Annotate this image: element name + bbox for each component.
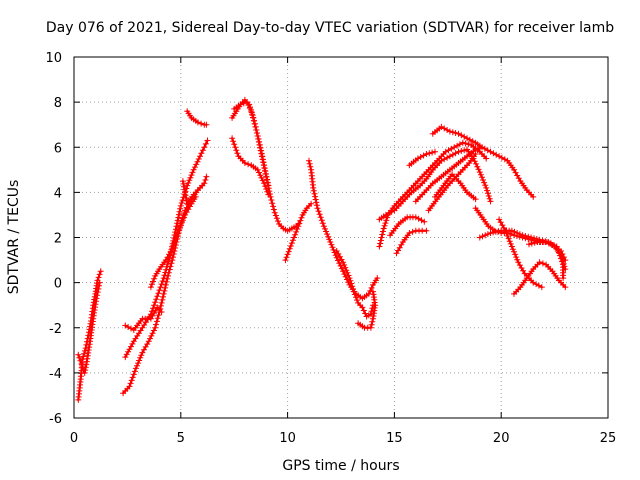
y-tick-label: -4 bbox=[49, 367, 62, 382]
y-tick-label: 6 bbox=[54, 141, 62, 156]
series-track-7 bbox=[179, 178, 206, 207]
plus-markers bbox=[387, 214, 428, 239]
series-track-23 bbox=[429, 123, 485, 151]
plus-markers bbox=[122, 137, 211, 361]
series-track-18 bbox=[393, 227, 430, 257]
plus-markers bbox=[184, 108, 210, 128]
y-tick-label: -6 bbox=[49, 412, 62, 427]
plus-markers bbox=[147, 193, 199, 291]
series-track-29 bbox=[526, 239, 569, 273]
y-tick-label: 8 bbox=[54, 96, 62, 111]
plus-markers bbox=[231, 99, 272, 189]
y-tick-label: 0 bbox=[54, 277, 62, 292]
plus-markers bbox=[393, 227, 430, 257]
y-tick-label: -2 bbox=[49, 322, 62, 337]
plus-markers bbox=[229, 135, 272, 198]
plus-markers bbox=[376, 146, 494, 223]
series-track-27 bbox=[496, 216, 545, 291]
x-tick-label: 25 bbox=[600, 431, 617, 446]
y-axis-label: SDTVAR / TECUs bbox=[6, 180, 22, 295]
plus-markers bbox=[75, 279, 103, 376]
x-tick-label: 10 bbox=[279, 431, 296, 446]
series-track-12 bbox=[282, 200, 315, 264]
series-track-19 bbox=[387, 214, 428, 239]
plus-markers bbox=[496, 216, 545, 291]
series-line bbox=[307, 159, 379, 300]
series-track-13 bbox=[306, 157, 381, 302]
tick-labels: 0 5 10 15 20 25 -6 -4 -2 0 2 4 6 8 10 bbox=[45, 51, 616, 446]
plus-markers bbox=[526, 239, 569, 273]
x-tick-label: 5 bbox=[177, 431, 185, 446]
plus-markers bbox=[333, 248, 376, 320]
series-track-10 bbox=[229, 135, 272, 198]
series-line bbox=[335, 249, 375, 318]
series-track-8 bbox=[184, 108, 210, 128]
x-tick-label: 20 bbox=[493, 431, 510, 446]
series-track-6 bbox=[147, 193, 199, 291]
plus-markers bbox=[406, 148, 438, 169]
series-track-4 bbox=[122, 137, 211, 361]
series-layer bbox=[75, 96, 569, 403]
plus-markers bbox=[120, 173, 210, 397]
series-track-5 bbox=[122, 304, 165, 333]
x-axis-label: GPS time / hours bbox=[282, 458, 399, 474]
chart-title: Day 076 of 2021, Sidereal Day-to-day VTE… bbox=[46, 20, 614, 36]
plus-markers bbox=[306, 157, 381, 302]
y-tick-label: 10 bbox=[45, 51, 62, 66]
plus-markers bbox=[179, 178, 206, 207]
plus-markers bbox=[282, 200, 315, 264]
plus-markers bbox=[355, 288, 379, 331]
y-tick-label: 2 bbox=[54, 232, 62, 247]
series-track-17 bbox=[376, 146, 494, 223]
series-track-28 bbox=[511, 259, 569, 297]
series-track-3 bbox=[120, 173, 210, 397]
plus-markers bbox=[511, 259, 569, 297]
series-track-2 bbox=[75, 279, 103, 376]
series-track-20 bbox=[406, 148, 438, 169]
series-track-15 bbox=[355, 288, 379, 331]
plus-markers bbox=[429, 123, 485, 151]
x-tick-label: 0 bbox=[70, 431, 78, 446]
y-tick-label: 4 bbox=[54, 186, 62, 201]
series-track-14 bbox=[333, 248, 376, 320]
series-track-11 bbox=[231, 99, 272, 189]
plus-markers bbox=[432, 171, 479, 203]
plus-markers bbox=[122, 304, 165, 333]
series-track-24 bbox=[432, 171, 479, 203]
x-tick-label: 15 bbox=[386, 431, 403, 446]
